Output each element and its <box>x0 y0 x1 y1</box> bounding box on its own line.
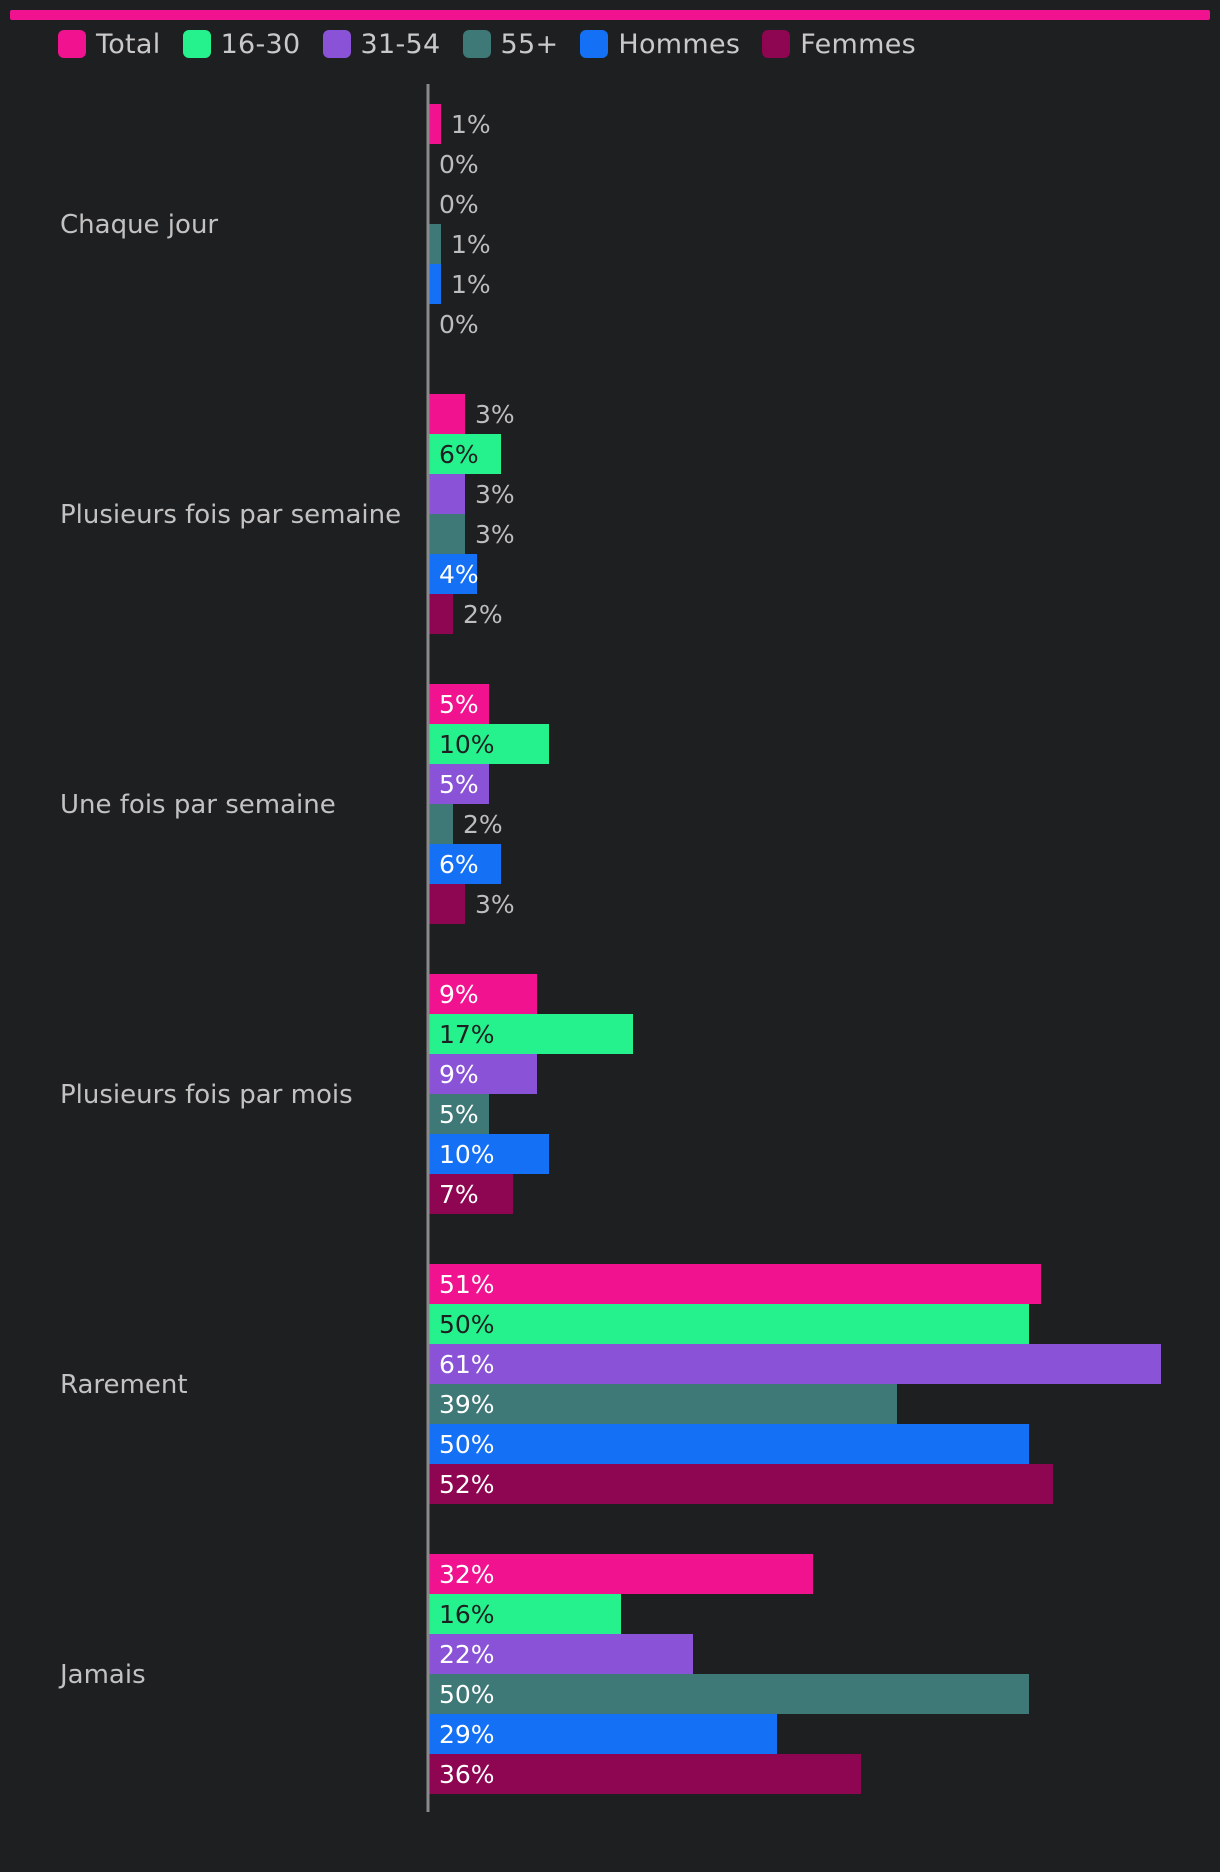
data-label: 10% <box>439 730 495 759</box>
bar[interactable] <box>429 1754 861 1794</box>
chart-legend: Total 16-30 31-54 55+ Hommes Femmes <box>58 24 916 64</box>
bar[interactable] <box>429 394 465 434</box>
bar[interactable] <box>429 1464 1053 1504</box>
data-label: 32% <box>439 1560 495 1589</box>
data-label: 29% <box>439 1720 495 1749</box>
legend-item-55-plus[interactable]: 55+ <box>462 28 559 60</box>
bar[interactable] <box>429 264 441 304</box>
data-label: 0% <box>439 310 479 339</box>
bar[interactable] <box>429 1094 489 1134</box>
category-label: Chaque jour <box>60 210 218 240</box>
data-label: 61% <box>439 1350 495 1379</box>
category-label: Rarement <box>60 1370 188 1400</box>
data-label: 7% <box>439 1180 479 1209</box>
data-label: 1% <box>451 110 491 139</box>
data-label: 6% <box>439 850 479 879</box>
data-label: 5% <box>439 1100 479 1129</box>
data-label: 5% <box>439 770 479 799</box>
category-label: Une fois par semaine <box>60 790 336 820</box>
bar[interactable] <box>429 684 489 724</box>
data-label: 51% <box>439 1270 495 1299</box>
data-label: 1% <box>451 270 491 299</box>
bar[interactable] <box>429 1714 777 1754</box>
legend-swatch-16-30 <box>182 30 211 58</box>
bar[interactable] <box>429 724 549 764</box>
bar[interactable] <box>429 1344 1161 1384</box>
bar[interactable] <box>429 1554 813 1594</box>
bar[interactable] <box>429 804 453 844</box>
bar[interactable] <box>429 554 477 594</box>
bar[interactable] <box>429 434 501 474</box>
bar[interactable] <box>429 1594 621 1634</box>
data-label: 9% <box>439 1060 479 1089</box>
bar[interactable] <box>429 764 489 804</box>
legend-swatch-total <box>58 30 86 58</box>
bar[interactable] <box>429 1634 693 1674</box>
data-label: 50% <box>439 1680 495 1709</box>
legend-item-femmes[interactable]: Femmes <box>762 29 916 60</box>
category-label: Plusieurs fois par semaine <box>60 500 401 530</box>
data-label: 17% <box>439 1020 495 1049</box>
data-label: 52% <box>439 1470 495 1499</box>
bar[interactable] <box>429 1174 513 1214</box>
bar[interactable] <box>429 1134 549 1174</box>
data-label: 0% <box>439 150 479 179</box>
data-label: 2% <box>463 600 503 629</box>
data-label: 16% <box>439 1600 495 1629</box>
data-label: 36% <box>439 1760 495 1789</box>
data-label: 5% <box>439 690 479 719</box>
bar[interactable] <box>429 884 465 924</box>
bar[interactable] <box>429 974 537 1014</box>
data-label: 10% <box>439 1140 495 1169</box>
data-label: 3% <box>475 890 515 919</box>
data-label: 50% <box>439 1310 495 1339</box>
legend-label-16-30: 16-30 <box>220 28 301 60</box>
data-label: 4% <box>439 560 479 589</box>
bar[interactable] <box>429 844 501 884</box>
data-label: 3% <box>475 520 515 549</box>
legend-item-31-54[interactable]: 31-54 <box>322 28 441 60</box>
category-label: Jamais <box>58 1660 146 1690</box>
data-label: 3% <box>475 400 515 429</box>
accent-top-bar <box>10 10 1210 20</box>
data-label: 39% <box>439 1390 495 1419</box>
legend-swatch-55-plus <box>462 30 491 58</box>
data-label: 6% <box>439 440 479 469</box>
data-label: 9% <box>439 980 479 1009</box>
bar[interactable] <box>429 1674 1029 1714</box>
legend-label-31-54: 31-54 <box>360 28 441 60</box>
legend-swatch-femmes <box>762 30 791 58</box>
data-label: 1% <box>451 230 491 259</box>
bar[interactable] <box>429 1054 537 1094</box>
bar[interactable] <box>429 1304 1029 1344</box>
legend-swatch-hommes <box>580 30 609 58</box>
category-label: Plusieurs fois par mois <box>60 1080 353 1110</box>
bar[interactable] <box>429 104 441 144</box>
bar[interactable] <box>429 1384 897 1424</box>
bar[interactable] <box>429 224 441 264</box>
legend-label-femmes: Femmes <box>800 28 917 60</box>
legend-label-total: Total <box>96 28 161 60</box>
bar[interactable] <box>429 474 465 514</box>
data-label: 22% <box>439 1640 495 1669</box>
data-label: 0% <box>439 190 479 219</box>
data-label: 50% <box>439 1430 495 1459</box>
legend-label-55-plus: 55+ <box>500 28 559 60</box>
legend-item-16-30[interactable]: 16-30 <box>182 28 301 60</box>
bar[interactable] <box>429 1424 1029 1464</box>
bar[interactable] <box>429 514 465 554</box>
legend-item-total[interactable]: Total <box>58 29 161 60</box>
data-label: 2% <box>463 810 503 839</box>
data-label: 3% <box>475 480 515 509</box>
legend-swatch-31-54 <box>322 30 351 58</box>
legend-item-hommes[interactable]: Hommes <box>580 29 740 60</box>
bar[interactable] <box>429 1014 633 1054</box>
bar[interactable] <box>429 594 453 634</box>
bar[interactable] <box>429 1264 1041 1304</box>
legend-label-hommes: Hommes <box>618 28 741 60</box>
